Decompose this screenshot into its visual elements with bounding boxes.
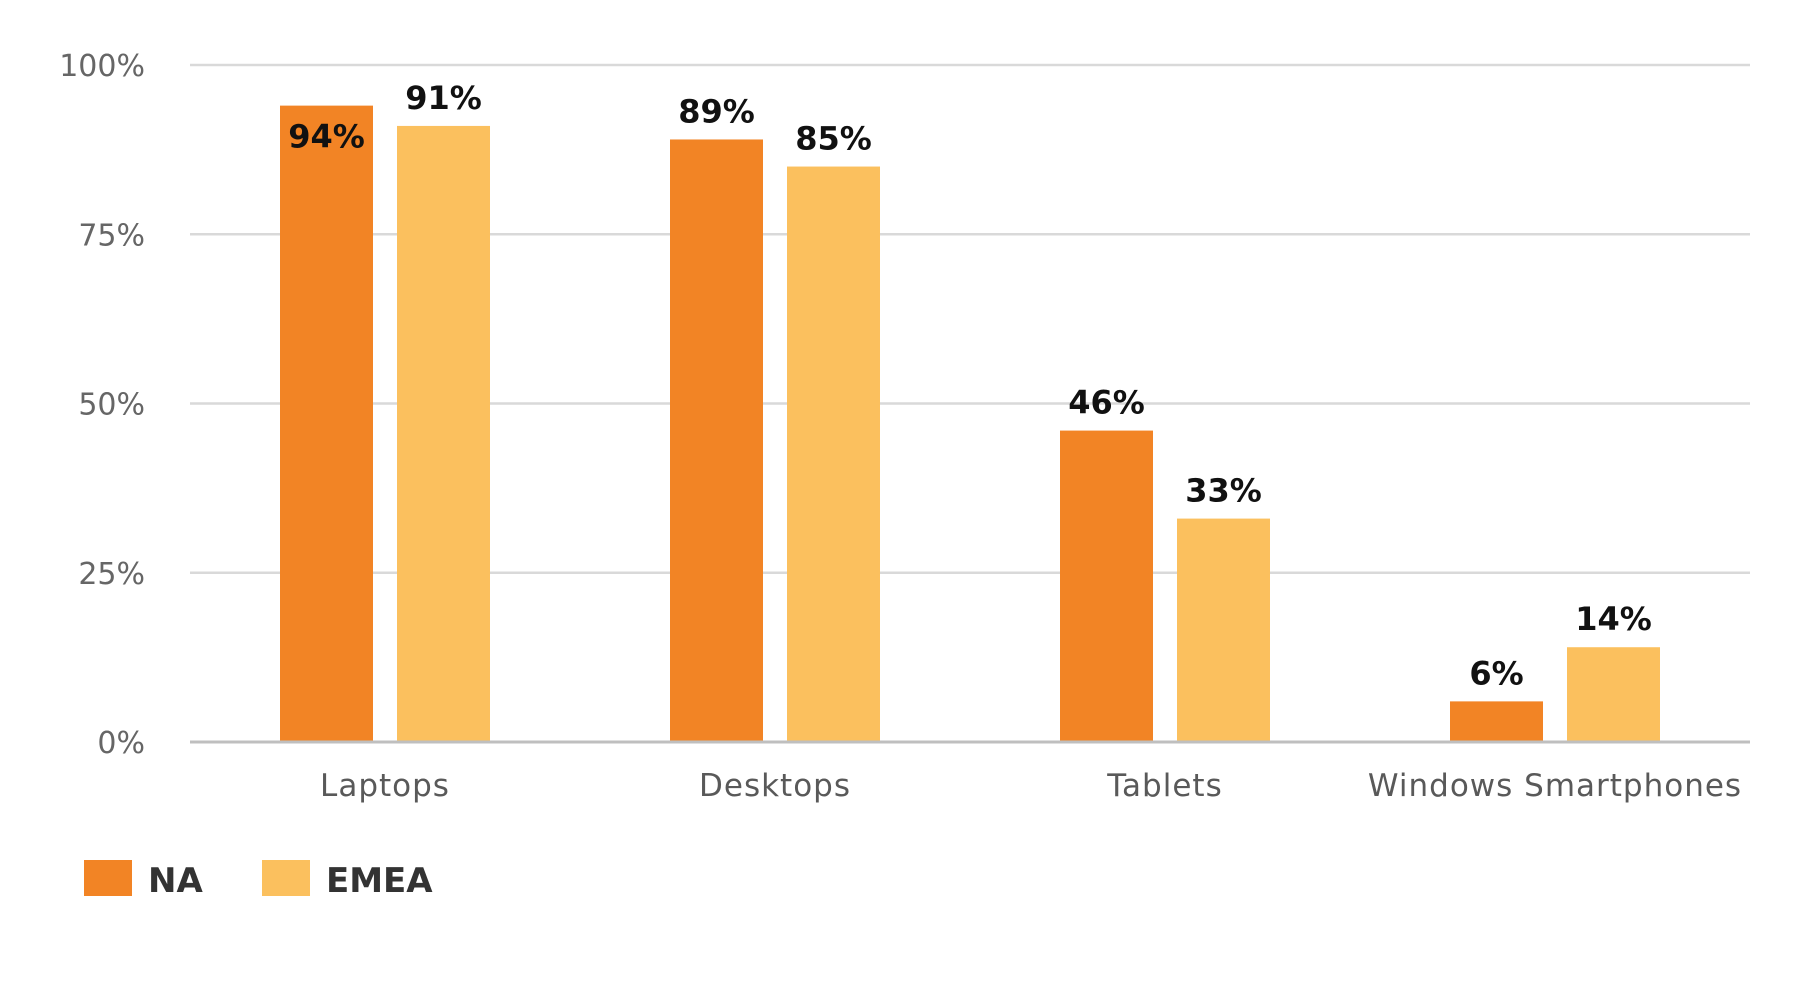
y-tick-label: 100% bbox=[59, 49, 145, 84]
axes: 0% 25% 50% 75% 100% Laptops Desktops Tablets Win… bbox=[59, 49, 1750, 804]
bar-na-tablets bbox=[1060, 430, 1153, 742]
bar-emea-desktops bbox=[787, 166, 880, 743]
y-tick-label: 0% bbox=[97, 726, 145, 761]
x-tick-label: Tablets bbox=[1106, 768, 1222, 804]
legend-label-emea: EMEA bbox=[326, 861, 433, 901]
bar-emea-laptops bbox=[397, 125, 490, 743]
data-label: 6% bbox=[1469, 654, 1523, 692]
x-tick-label: Desktops bbox=[699, 768, 851, 804]
legend: NA EMEA bbox=[84, 860, 433, 901]
data-label: 14% bbox=[1575, 600, 1652, 638]
bar-na-desktops bbox=[670, 139, 763, 743]
bar-emea-tablets bbox=[1177, 518, 1270, 742]
data-label: 33% bbox=[1185, 472, 1262, 510]
data-label: 89% bbox=[678, 92, 755, 130]
data-labels: 94% 91% 89% 85% 46% 33% 6% 14% bbox=[288, 79, 1652, 692]
data-label: 46% bbox=[1068, 384, 1145, 422]
y-tick-label: 50% bbox=[78, 388, 145, 423]
bar-emea-windows-smartphones bbox=[1567, 647, 1660, 742]
data-label: 94% bbox=[288, 118, 365, 156]
legend-swatch-emea bbox=[262, 860, 310, 896]
x-tick-label: Windows Smartphones bbox=[1368, 768, 1742, 804]
data-label: 91% bbox=[405, 79, 482, 117]
y-tick-label: 25% bbox=[78, 557, 145, 592]
x-tick-label: Laptops bbox=[320, 768, 450, 804]
bar-na-laptops bbox=[280, 105, 373, 743]
legend-label-na: NA bbox=[148, 861, 203, 901]
bars bbox=[280, 105, 1660, 743]
bar-na-windows-smartphones bbox=[1450, 701, 1543, 742]
y-tick-label: 75% bbox=[78, 218, 145, 253]
legend-swatch-na bbox=[84, 860, 132, 896]
data-label: 85% bbox=[795, 120, 872, 158]
